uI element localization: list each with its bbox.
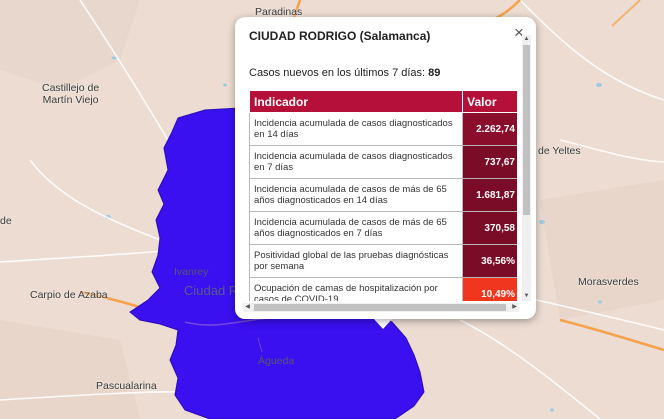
table-row: Incidencia acumulada de casos diagnostic… <box>249 145 517 179</box>
row-label: Incidencia acumulada de casos diagnostic… <box>249 145 464 179</box>
cases-label: Casos nuevos en los últimos 7 días: <box>249 67 426 79</box>
place-label-carpio: Carpio de Azaba <box>30 289 108 301</box>
row-label: Incidencia acumulada de casos diagnostic… <box>249 112 464 146</box>
place-label-yeltes: de Yeltes <box>538 145 581 157</box>
row-value: 1.681,87 <box>462 178 517 212</box>
info-popup: × CIUDAD RODRIGO (Salamanca) Casos nuevo… <box>235 17 536 319</box>
place-label-de-left: de <box>0 215 12 227</box>
scroll-down-icon[interactable]: ▼ <box>523 293 530 299</box>
row-value: 737,67 <box>462 145 517 179</box>
place-label-pascualarina: Pascualarina <box>96 380 157 392</box>
popup-content[interactable]: CIUDAD RODRIGO (Salamanca) Casos nuevos … <box>249 29 517 301</box>
table-row: Positividad global de las pruebas diagnó… <box>249 244 517 278</box>
cases-value: 89 <box>428 67 441 79</box>
vertical-scrollbar[interactable]: ▲ ▼ <box>522 35 531 301</box>
scroll-up-icon[interactable]: ▲ <box>523 36 530 42</box>
row-value: 370,58 <box>462 211 517 245</box>
row-value: 36,56% <box>462 244 517 278</box>
row-value: 2.262,74 <box>462 112 517 146</box>
row-label: Positividad global de las pruebas diagnó… <box>249 244 464 278</box>
row-label: Incidencia acumulada de casos de más de … <box>249 211 464 245</box>
scroll-left-icon[interactable]: ◀ <box>245 304 250 310</box>
place-label-morasverdes: Morasverdes <box>578 276 639 288</box>
vertical-scroll-thumb[interactable] <box>523 45 530 215</box>
popup-pointer <box>373 318 393 329</box>
water-bodies <box>105 56 602 412</box>
cases-summary: Casos nuevos en los últimos 7 días: 89 <box>249 67 517 79</box>
table-row: Incidencia acumulada de casos diagnostic… <box>249 112 517 146</box>
place-label-ciudad-rodrigo: Ciudad R <box>184 283 239 298</box>
table-row: Incidencia acumulada de casos de más de … <box>249 211 517 245</box>
place-label-castillejo: Castillejo de Martín Viejo <box>42 82 100 106</box>
horizontal-scroll-thumb[interactable] <box>254 304 506 311</box>
header-indicator: Indicador <box>249 90 464 113</box>
table-row: Incidencia acumulada de casos de más de … <box>249 178 517 212</box>
close-icon[interactable]: × <box>514 23 524 42</box>
place-label-agueda: Águeda <box>258 355 295 367</box>
row-value: 10,49% <box>462 277 517 301</box>
indicator-table: Indicador Valor Incidencia acumulada de … <box>249 90 517 301</box>
row-label: Incidencia acumulada de casos de más de … <box>249 178 464 212</box>
popup-title: CIUDAD RODRIGO (Salamanca) <box>249 29 431 43</box>
row-label: Ocupación de camas de hospitalización po… <box>249 277 464 301</box>
header-value: Valor <box>462 90 517 113</box>
horizontal-scrollbar[interactable]: ◀ ▶ <box>243 303 519 312</box>
place-label-ivanrey: Ivanrey <box>174 266 209 278</box>
table-row: Ocupación de camas de hospitalización po… <box>249 277 517 301</box>
scroll-right-icon[interactable]: ▶ <box>512 304 517 310</box>
place-label-paradinas: Paradinas <box>255 6 303 18</box>
